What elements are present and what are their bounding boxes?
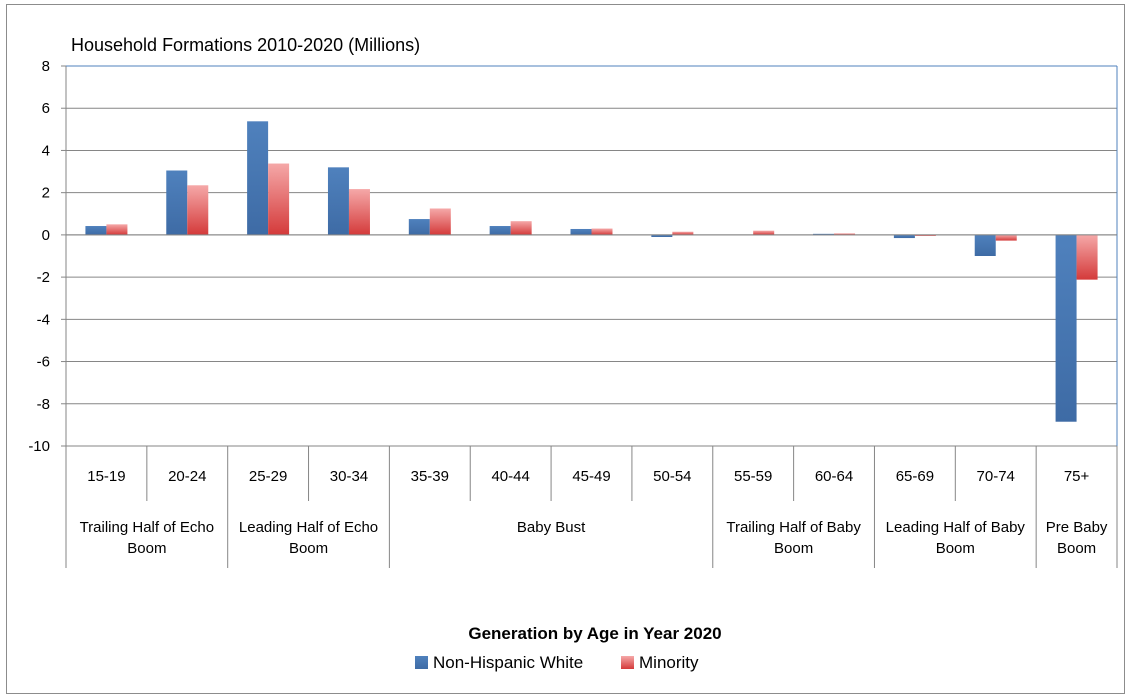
group-label: Baby Bust [517, 519, 586, 536]
category-label: 25-29 [249, 468, 287, 485]
chart-title: Household Formations 2010-2020 (Millions… [71, 35, 420, 55]
bars [66, 121, 1117, 422]
group-label: Trailing Half of Baby Boom [726, 519, 861, 557]
bar-non-hispanic-white-45-49 [570, 228, 592, 235]
category-label: 35-39 [411, 468, 449, 485]
group-label: Pre Baby Boom [1046, 519, 1108, 557]
y-tick-label: -4 [37, 311, 50, 328]
bar-non-hispanic-white-15-19 [85, 226, 107, 235]
y-tick-label: 0 [42, 227, 50, 244]
bar-non-hispanic-white-60-64 [813, 233, 835, 235]
category-label: 75+ [1064, 468, 1090, 485]
bar-non-hispanic-white-35-39 [408, 219, 430, 235]
gridlines [61, 65, 1118, 447]
bar-non-hispanic-white-20-24 [166, 170, 188, 235]
bar-non-hispanic-white-75+ [1055, 234, 1077, 422]
bar-non-hispanic-white-65-69 [893, 234, 915, 239]
y-tick-label: 8 [42, 58, 50, 75]
category-label: 20-24 [168, 468, 206, 485]
group-label-line: Trailing Half of Echo [80, 519, 215, 536]
category-label: 40-44 [491, 468, 529, 485]
group-label: Leading Half of Baby Boom [886, 519, 1026, 557]
group-label-line: Boom [936, 540, 975, 557]
y-tick-label: -2 [37, 269, 50, 286]
bar-minority-60-64 [834, 233, 856, 235]
bar-minority-75+ [1076, 234, 1098, 280]
group-label-line: Baby Bust [517, 519, 586, 536]
bar-minority-55-59 [753, 230, 775, 235]
bar-minority-50-54 [672, 231, 694, 235]
legend: Non-Hispanic White Minority [415, 653, 699, 672]
group-label: Trailing Half of Echo Boom [80, 519, 215, 557]
y-tick-label: 6 [42, 100, 50, 117]
bar-non-hispanic-white-25-29 [247, 121, 269, 235]
group-label-line: Boom [127, 540, 166, 557]
y-axis-tick-labels: 8 6 4 2 0 -2 -4 -6 -8 -10 [28, 58, 50, 455]
bar-minority-70-74 [995, 234, 1017, 241]
group-label-line: Pre Baby [1046, 519, 1108, 536]
group-label-line: Leading Half of Baby [886, 519, 1026, 536]
bar-non-hispanic-white-30-34 [327, 167, 349, 235]
group-label-line: Trailing Half of Baby [726, 519, 861, 536]
legend-swatch [621, 656, 634, 669]
legend-label: Minority [639, 653, 699, 672]
bar-non-hispanic-white-70-74 [974, 234, 996, 256]
category-label: 15-19 [87, 468, 125, 485]
bar-minority-20-24 [187, 185, 209, 235]
y-tick-label: -6 [37, 354, 50, 371]
bar-minority-30-34 [348, 189, 370, 235]
household-formations-chart: Household Formations 2010-2020 (Millions… [28, 35, 1118, 672]
bar-minority-15-19 [106, 224, 128, 235]
group-label-line: Boom [289, 540, 328, 557]
y-tick-label: 4 [42, 142, 50, 159]
bar-minority-25-29 [268, 163, 290, 235]
group-label-line: Leading Half of Echo [239, 519, 378, 536]
bar-minority-40-44 [510, 221, 532, 235]
bar-minority-35-39 [429, 208, 451, 235]
y-tick-label: -10 [28, 438, 50, 455]
category-label: 45-49 [572, 468, 610, 485]
x-axis-title: Generation by Age in Year 2020 [468, 624, 721, 643]
bar-minority-45-49 [591, 228, 613, 235]
y-tick-label: 2 [42, 185, 50, 202]
bar-non-hispanic-white-50-54 [651, 234, 673, 237]
group-label-line: Boom [1057, 540, 1096, 557]
category-label: 65-69 [896, 468, 934, 485]
bar-non-hispanic-white-40-44 [489, 226, 511, 235]
group-label: Leading Half of Echo Boom [239, 519, 378, 557]
category-label: 60-64 [815, 468, 853, 485]
legend-swatch [415, 656, 428, 669]
chart-frame: Household Formations 2010-2020 (Millions… [6, 4, 1125, 694]
category-label: 30-34 [330, 468, 368, 485]
category-label: 50-54 [653, 468, 691, 485]
y-tick-label: -8 [37, 396, 50, 413]
group-label-line: Boom [774, 540, 813, 557]
category-label: 55-59 [734, 468, 772, 485]
legend-label: Non-Hispanic White [433, 653, 583, 672]
x-axis: 15-19 20-24 25-29 30-34 35-39 40-44 45-49 50-54… [65, 446, 1118, 568]
category-label: 70-74 [977, 468, 1015, 485]
